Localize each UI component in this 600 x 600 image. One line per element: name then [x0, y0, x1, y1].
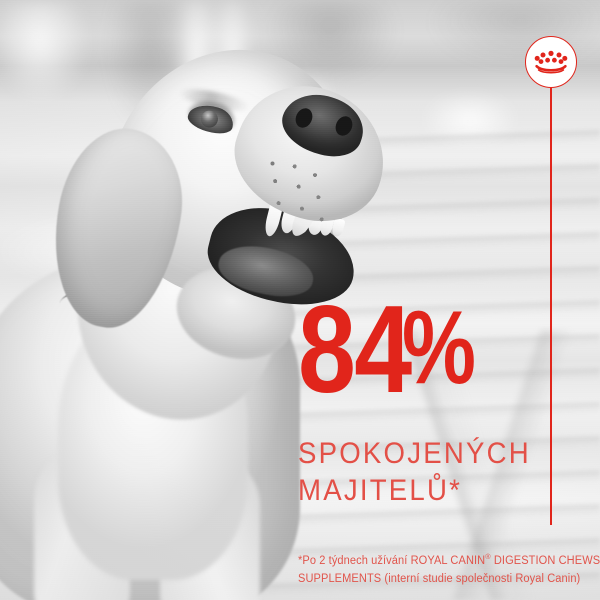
statistic-headline: 84 %	[298, 281, 598, 419]
royal-canin-crown-icon	[534, 50, 568, 74]
footnote: *Po 2 týdnech užívání ROYAL CANIN® DIGES…	[298, 551, 600, 588]
footnote-line-1-prefix: *Po 2 týdnech užívání ROYAL CANIN	[298, 555, 486, 568]
footnote-line-1-suffix: DIGESTION CHEWS ADULT	[493, 555, 600, 568]
statistic-number: 84	[298, 281, 412, 419]
footnote-line-1: *Po 2 týdnech užívání ROYAL CANIN® DIGES…	[298, 551, 600, 571]
brand-vertical-line	[550, 88, 552, 525]
statistic-block: 84 % SPOKOJENÝCH MAJITELŮ* *Po 2 týdnech…	[298, 281, 600, 589]
registered-mark: ®	[485, 552, 491, 562]
percent-symbol: %	[401, 290, 476, 406]
statistic-caption-line-2: MAJITELŮ*	[298, 473, 463, 507]
royal-canin-logo[interactable]	[525, 36, 577, 88]
footnote-line-2: SUPPLEMENTS (interní studie společnosti …	[298, 572, 581, 585]
dog-illustration	[0, 0, 420, 600]
statistic-caption: SPOKOJENÝCH MAJITELŮ*	[298, 436, 574, 509]
statistic-caption-line-1: SPOKOJENÝCH	[298, 437, 531, 470]
photo-floor-tiles-diagonal	[330, 330, 600, 600]
